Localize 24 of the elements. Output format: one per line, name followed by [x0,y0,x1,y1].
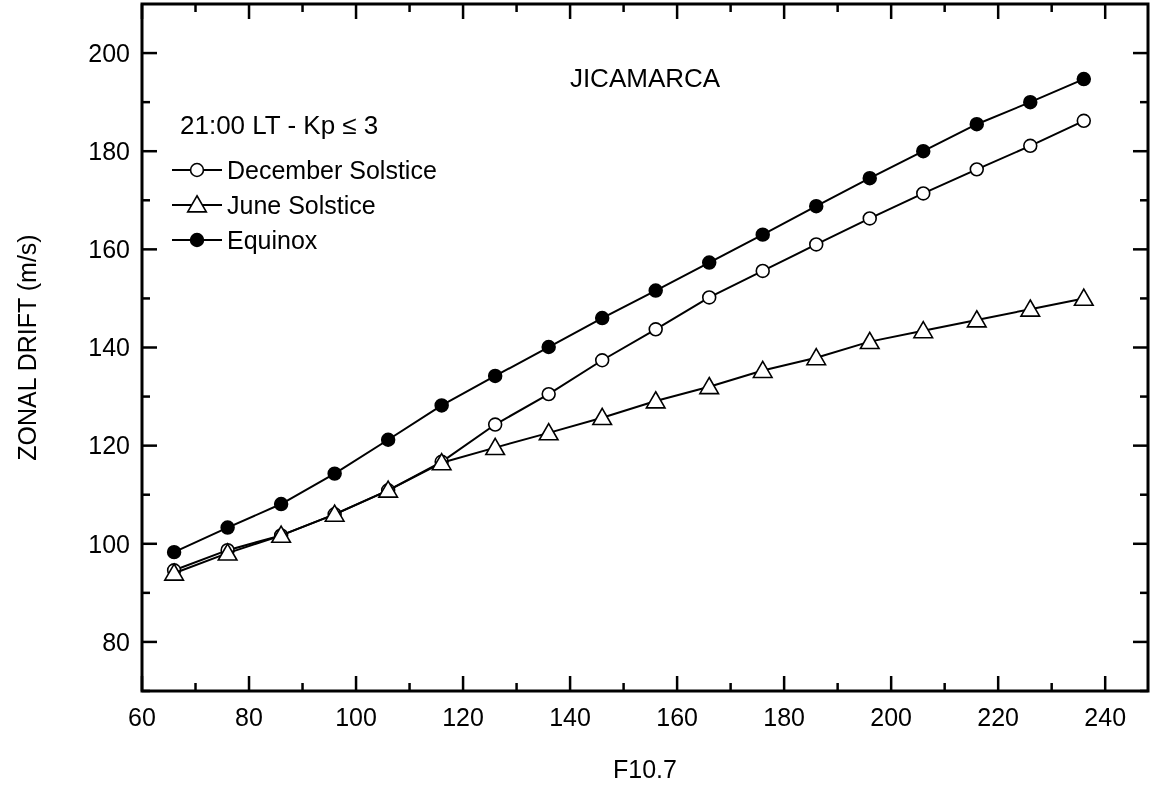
legend-label: June Solstice [227,190,376,219]
x-tick-label: 200 [870,703,913,731]
x-tick-label: 80 [235,703,263,731]
y-tick-label: 80 [102,627,130,656]
x-tick-label: 180 [763,703,805,731]
x-tick-label: 220 [977,703,1020,731]
y-tick-label: 140 [88,333,130,362]
x-tick-label: 60 [128,703,156,731]
x-tick-label: 140 [549,703,591,731]
legend-label: Equinox [227,225,318,254]
x-tick-label: 100 [335,703,377,731]
y-tick-label: 120 [88,431,130,460]
x-axis-title: F10.7 [613,755,677,783]
y-tick-label: 200 [88,38,130,67]
y-tick-label: 180 [88,136,130,165]
legend-label: December Solstice [227,155,437,184]
y-tick-label: 100 [88,529,130,558]
x-tick-label: 240 [1084,703,1127,731]
text: JICAMARCA [569,63,721,93]
x-tick-label: 160 [656,703,698,731]
y-tick-label: 160 [88,235,130,264]
y-axis-title: ZONAL DRIFT (m/s) [13,234,41,461]
x-tick-label: 120 [442,703,484,731]
legend-title: 21:00 LT - Kp ≤ 3 [180,110,379,140]
